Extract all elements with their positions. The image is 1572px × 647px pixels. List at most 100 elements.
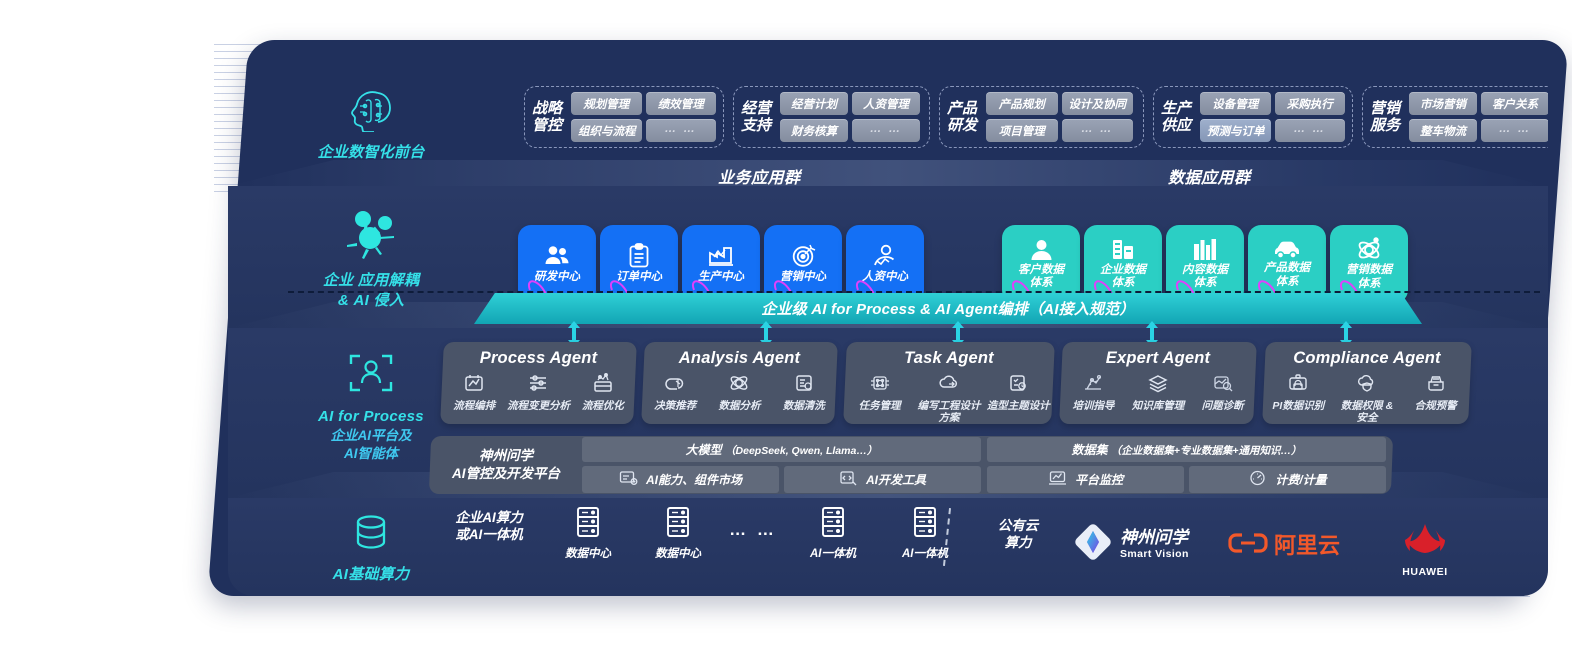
user-avatar-icon: [1030, 238, 1053, 261]
pill[interactable]: 市场营销: [1409, 92, 1478, 115]
agent-item[interactable]: 造型主题设计: [984, 373, 1053, 424]
agent-item-label: 数据权限 & 安全: [1340, 400, 1394, 424]
agent-item[interactable]: 流程优化: [571, 373, 635, 413]
agent-card-expert[interactable]: Expert Agent 培训指导 知识库管理 问题诊断: [1059, 342, 1257, 424]
agent-card-process[interactable]: Process Agent 流程编排 流程变更分析 流程优化: [440, 342, 637, 424]
pill-more[interactable]: … …: [852, 119, 921, 142]
agent-items: 流程编排 流程变更分析 流程优化: [442, 373, 635, 413]
pill-more[interactable]: … …: [1274, 119, 1345, 142]
agent-item[interactable]: 培训指导: [1061, 373, 1126, 413]
infra-label: 数据中心: [655, 548, 701, 560]
platform-right-column: 数据集 （企业数据集+专业数据集+通用知识…） 平台监控 计费/计量: [987, 437, 1392, 493]
server-icon: [573, 506, 603, 543]
rail-ai-compute: AI基础算力: [276, 512, 466, 585]
pill-more[interactable]: … …: [1481, 119, 1548, 142]
platform-name: 神州问学 AI管控及开发平台: [452, 447, 560, 481]
agent-item[interactable]: 流程变更分析: [506, 373, 570, 413]
pill[interactable]: 客户关系: [1481, 92, 1548, 115]
pill[interactable]: 整车物流: [1409, 119, 1478, 142]
infra-node-datacenter-2[interactable]: 数据中心: [618, 506, 738, 561]
platform-cell-billing[interactable]: 计费/计量: [1189, 466, 1386, 493]
card-label: 生产中心: [698, 270, 744, 283]
pill[interactable]: 经营计划: [780, 92, 849, 115]
target-icon: [791, 243, 816, 268]
agent-item[interactable]: 数据清洗: [772, 373, 836, 413]
platform-datasets-bar[interactable]: 数据集 （企业数据集+专业数据集+通用知识…）: [987, 437, 1386, 462]
card-label: 研发中心: [534, 270, 580, 283]
layer-wedge-1: [228, 160, 1548, 186]
agent-item-label: 任务管理: [858, 400, 901, 412]
orchestration-bar[interactable]: 企业级 AI for Process & AI Agent编排（AI接入规范）: [474, 293, 1422, 324]
platform-cell-market[interactable]: AI能力、组件市场: [582, 466, 779, 493]
platform-models-bar[interactable]: 大模型 （DeepSeek, Qwen, Llama…）: [582, 437, 981, 462]
pill[interactable]: 设计及协同: [1061, 92, 1134, 115]
agent-item[interactable]: 决策推荐: [643, 373, 707, 413]
agent-item[interactable]: 任务管理: [845, 373, 914, 424]
rail-app-decoupling: 企业 应用解耦 & AI 侵入: [276, 210, 466, 312]
infra-node-ai-appliance-1[interactable]: AI一体机: [773, 506, 893, 561]
agent-items: PI数据识别 数据权限 & 安全 合规预警: [1264, 373, 1470, 424]
car-icon: [1273, 239, 1301, 259]
users-icon: [544, 244, 571, 268]
pill[interactable]: 绩效管理: [645, 92, 716, 115]
app-card-production-center[interactable]: 生产中心: [682, 225, 760, 303]
datasets-label: 数据集: [1071, 443, 1108, 457]
person-scan-icon: [276, 350, 466, 401]
strategy-group-3[interactable]: 生产 供应 设备管理 采购执行 预测与订单 … …: [1153, 86, 1353, 148]
pill[interactable]: 人资管理: [852, 92, 921, 115]
agent-card-task[interactable]: Task Agent 任务管理 编写工程设计方案 造型主题设计: [843, 342, 1055, 424]
building-icon: [1111, 238, 1135, 261]
pill-more[interactable]: … …: [645, 119, 716, 142]
agent-item[interactable]: 编写工程设计方案: [914, 373, 983, 424]
strategy-group-2[interactable]: 产品 研发 产品规划 设计及协同 项目管理 … …: [939, 86, 1144, 148]
pill[interactable]: 预测与订单: [1200, 119, 1271, 142]
rail-label: 企业数智化前台: [317, 144, 425, 161]
logo-aliyun[interactable]: 阿里云: [1228, 532, 1340, 559]
agent-item[interactable]: 问题诊断: [1190, 373, 1255, 413]
agent-card-compliance[interactable]: Compliance Agent PI数据识别 数据权限 & 安全 合规预警: [1262, 342, 1472, 424]
strategy-group-4[interactable]: 营销 服务 市场营销 客户关系 整车物流 … …: [1362, 86, 1548, 148]
pill[interactable]: 规划管理: [571, 92, 642, 115]
agent-card-analysis[interactable]: Analysis Agent 决策推荐 数据分析 数据清洗: [641, 342, 838, 424]
infra-label: 数据中心: [565, 548, 611, 560]
clipboard-icon: [628, 243, 650, 268]
agent-item-label: 合规预警: [1414, 400, 1457, 412]
strategy-group-1[interactable]: 经营 支持 经营计划 人资管理 财务核算 … …: [733, 86, 930, 148]
agent-item-label: 流程变更分析: [506, 400, 570, 412]
logo-shenzhou-wenxue[interactable]: 神州问学 Smart Vision: [1073, 522, 1189, 567]
platform-cell-monitor[interactable]: 平台监控: [987, 466, 1184, 493]
group-title: 产品 研发: [947, 99, 978, 134]
agent-item[interactable]: PI数据识别: [1264, 373, 1333, 424]
rail-ai-for-process: AI for Process 企业AI平台及 AI智能体: [276, 350, 466, 462]
atom-icon: [1357, 237, 1382, 261]
agent-item-label: PI数据识别: [1272, 400, 1325, 412]
ai-platform-bar[interactable]: 神州问学 AI管控及开发平台 大模型 （DeepSeek, Qwen, Llam…: [428, 436, 1394, 494]
infra-node-ai-appliance-2[interactable]: AI一体机: [865, 506, 985, 561]
agent-item-label: 数据分析: [718, 400, 761, 412]
pill[interactable]: 财务核算: [780, 119, 849, 142]
person-chart-icon: [872, 244, 898, 268]
pill[interactable]: 组织与流程: [571, 119, 642, 142]
platform-cell-devtools[interactable]: AI开发工具: [784, 466, 981, 493]
pill-more[interactable]: … …: [1061, 119, 1134, 142]
agent-item[interactable]: 知识库管理: [1126, 373, 1191, 413]
pill[interactable]: 采购执行: [1274, 92, 1345, 115]
logo-huawei[interactable]: HUAWEI: [1380, 522, 1470, 578]
pill[interactable]: 项目管理: [986, 119, 1058, 142]
agent-item[interactable]: 数据权限 & 安全: [1333, 373, 1402, 424]
agent-item[interactable]: 数据分析: [707, 373, 771, 413]
agent-title: Compliance Agent: [1293, 349, 1441, 367]
platform-cell-label: 计费/计量: [1275, 473, 1327, 487]
agent-item[interactable]: 流程编排: [442, 373, 506, 413]
pill[interactable]: 设备管理: [1200, 92, 1271, 115]
agent-item-label: 决策推荐: [654, 400, 697, 412]
infra-item-public-cloud: 公有云 算力: [958, 518, 1078, 552]
double-arrow-icon: [760, 321, 772, 347]
strategy-group-0[interactable]: 战略 管控 规划管理 绩效管理 组织与流程 … …: [524, 86, 724, 148]
card-label: 营销中心: [780, 271, 826, 284]
pill[interactable]: 产品规划: [986, 92, 1058, 115]
agent-item-label: 培训指导: [1072, 400, 1115, 412]
agent-item[interactable]: 合规预警: [1401, 373, 1470, 424]
infra-node-datacenter-1[interactable]: 数据中心: [528, 506, 648, 561]
bars-content-icon: [1193, 238, 1217, 261]
